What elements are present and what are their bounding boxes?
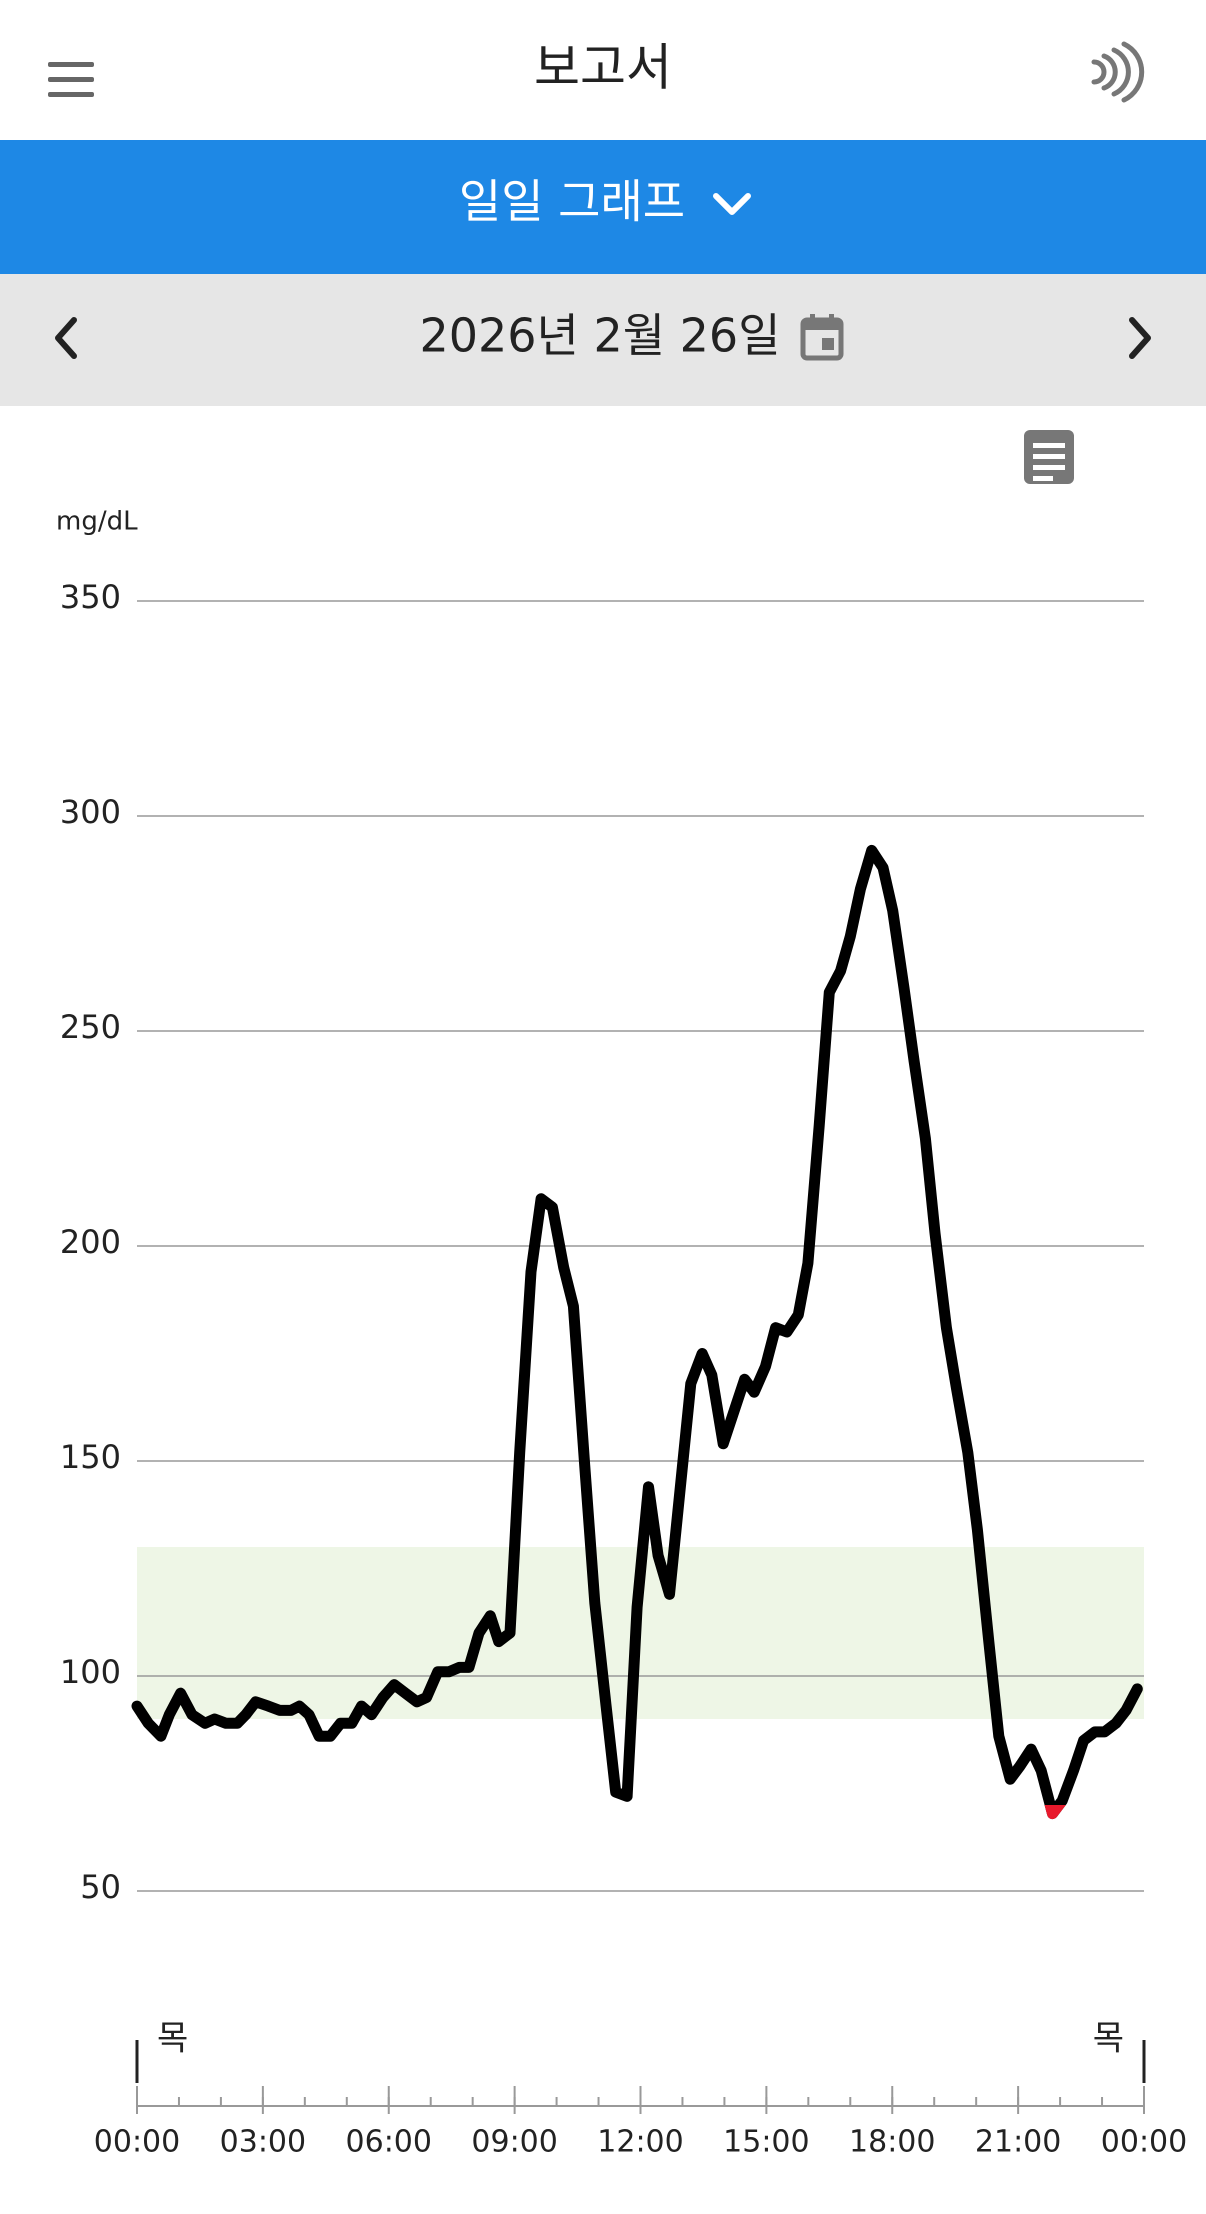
date-label: 2026년 2월 26일 [419,309,780,363]
x-tick-label: 21:00 [975,2125,1061,2160]
y-tick-label: 300 [60,793,121,831]
y-tick-label: 100 [60,1653,121,1691]
x-tick-label: 18:00 [849,2125,935,2160]
y-tick-label: 150 [60,1438,121,1476]
x-tick-label: 00:00 [1101,2125,1187,2160]
date-bar [0,274,1206,406]
x-tick-label: 06:00 [346,2125,432,2160]
x-tick-label: 12:00 [597,2125,683,2160]
y-tick-label: 350 [60,578,121,616]
y-tick-label: 50 [80,1868,121,1906]
y-tick-label: 200 [60,1223,121,1261]
day-end-label: 목 [1093,2019,1124,2059]
sensor-button[interactable] [1091,41,1145,103]
x-tick-label: 09:00 [471,2125,557,2160]
glucose-line [131,844,1143,1820]
menu-button[interactable] [48,62,94,97]
dropdown-arrow[interactable] [713,193,751,215]
app-header [0,0,1206,140]
x-tick-label: 15:00 [723,2125,809,2160]
y-tick-label: 250 [60,1008,121,1046]
tab-bar[interactable] [0,140,1206,274]
tab-label[interactable]: 일일 그래프 [459,175,685,229]
prev-day[interactable] [55,317,77,359]
next-day[interactable] [1129,317,1151,359]
y-axis-label: mg/dL [56,507,138,537]
day-start-label: 목 [157,2019,188,2059]
page-title: 보고서 [534,39,672,97]
x-tick-label: 03:00 [220,2125,306,2160]
x-tick-label: 00:00 [94,2125,180,2160]
calendar-button[interactable] [800,314,844,361]
notes-button[interactable] [1024,430,1074,484]
glucose-chart: 50 100 150 200 250 300 350 목 목 00:00 03:00 06:00 09:… [60,578,1187,2160]
